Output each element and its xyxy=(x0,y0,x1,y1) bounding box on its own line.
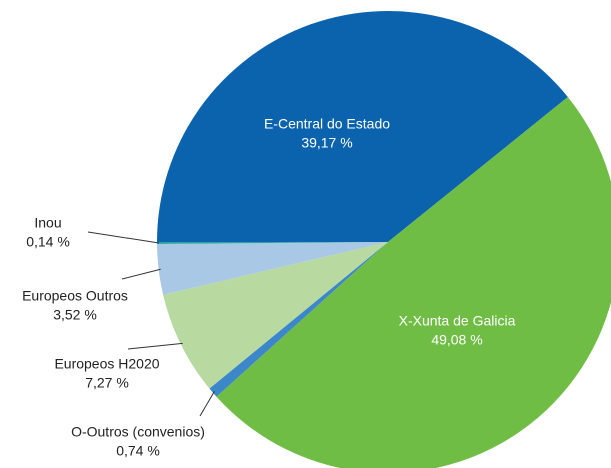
pie-slice xyxy=(216,97,611,468)
slice-value-label: 39,17 % xyxy=(301,135,352,151)
pie-slice xyxy=(163,242,388,389)
slice-label: X-Xunta de Galicia xyxy=(399,313,516,329)
slice-value-label: 0,14 % xyxy=(26,234,70,250)
slice-label: Europeos H2020 xyxy=(54,356,159,372)
slice-label: O-Outros (convenios) xyxy=(71,424,205,440)
pie-slice xyxy=(209,242,388,397)
slice-value-label: 7,27 % xyxy=(85,375,129,391)
slice-value-label: 0,74 % xyxy=(116,443,160,459)
slice-label: E-Central do Estado xyxy=(264,116,390,132)
slice-value-label: 3,52 % xyxy=(53,307,97,323)
slice-label: Europeos Outros xyxy=(22,288,128,304)
leader-line xyxy=(121,268,161,280)
slice-label: Inou xyxy=(34,215,61,231)
leader-line xyxy=(199,391,215,417)
pie-slice xyxy=(157,242,388,245)
slice-value-label: 49,08 % xyxy=(431,332,482,348)
leader-line xyxy=(127,342,183,350)
pie-slice xyxy=(157,242,388,295)
pie-slice xyxy=(157,10,568,243)
leader-line xyxy=(87,231,160,244)
